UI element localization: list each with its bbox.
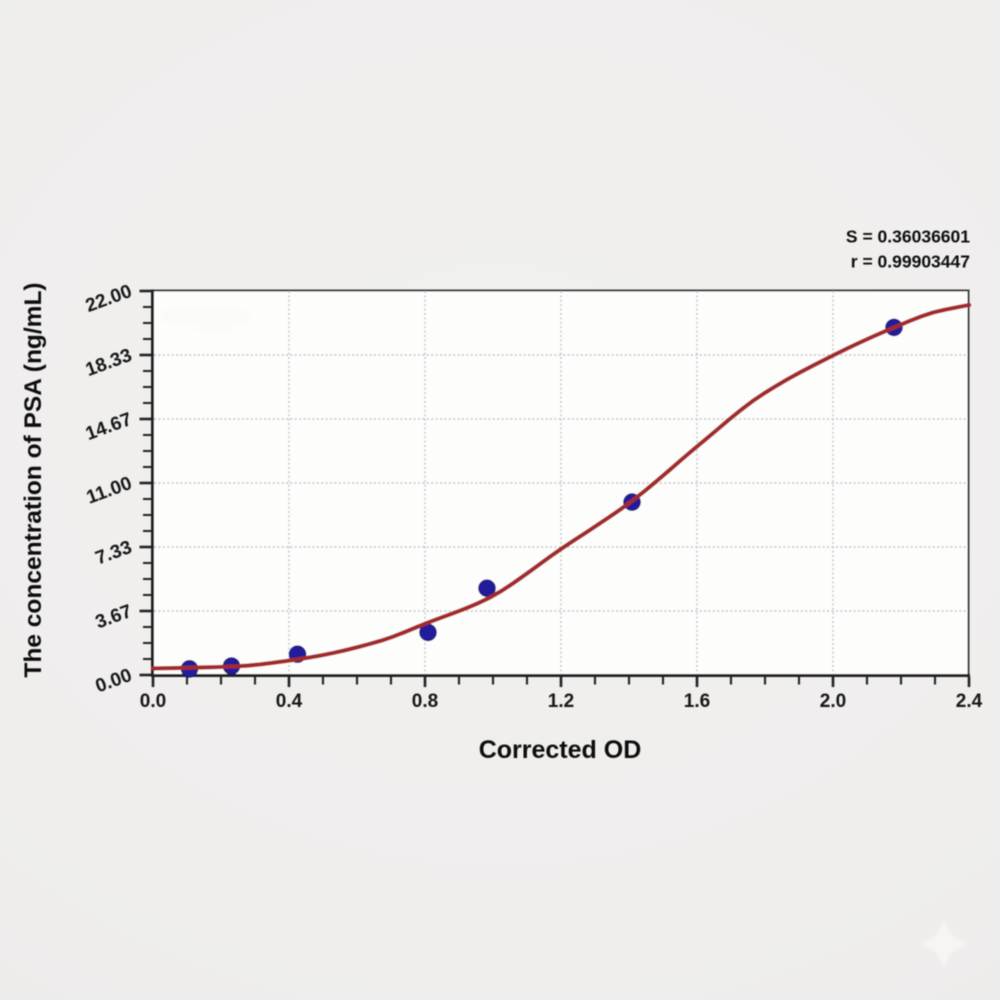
svg-text:0.8: 0.8 (412, 691, 438, 712)
svg-text:2.0: 2.0 (820, 691, 846, 712)
svg-text:7.33: 7.33 (93, 537, 135, 569)
svg-text:The concentration of PSA (ng/m: The concentration of PSA (ng/mL) (20, 282, 47, 677)
svg-text:18.33: 18.33 (83, 345, 135, 381)
svg-text:22.00: 22.00 (83, 281, 135, 317)
svg-text:3.67: 3.67 (93, 601, 135, 633)
svg-text:r = 0.99903447: r = 0.99903447 (851, 252, 970, 272)
svg-text:1.2: 1.2 (548, 691, 574, 712)
svg-text:Corrected OD: Corrected OD (479, 736, 642, 764)
svg-text:0.4: 0.4 (276, 691, 303, 712)
svg-text:0.0: 0.0 (140, 691, 166, 712)
svg-text:14.67: 14.67 (83, 409, 135, 445)
svg-text:11.00: 11.00 (84, 473, 135, 509)
svg-text:1.6: 1.6 (684, 691, 710, 712)
svg-text:2.4: 2.4 (956, 691, 983, 712)
svg-text:S = 0.36036601: S = 0.36036601 (846, 227, 970, 247)
svg-text:0.00: 0.00 (93, 665, 135, 697)
